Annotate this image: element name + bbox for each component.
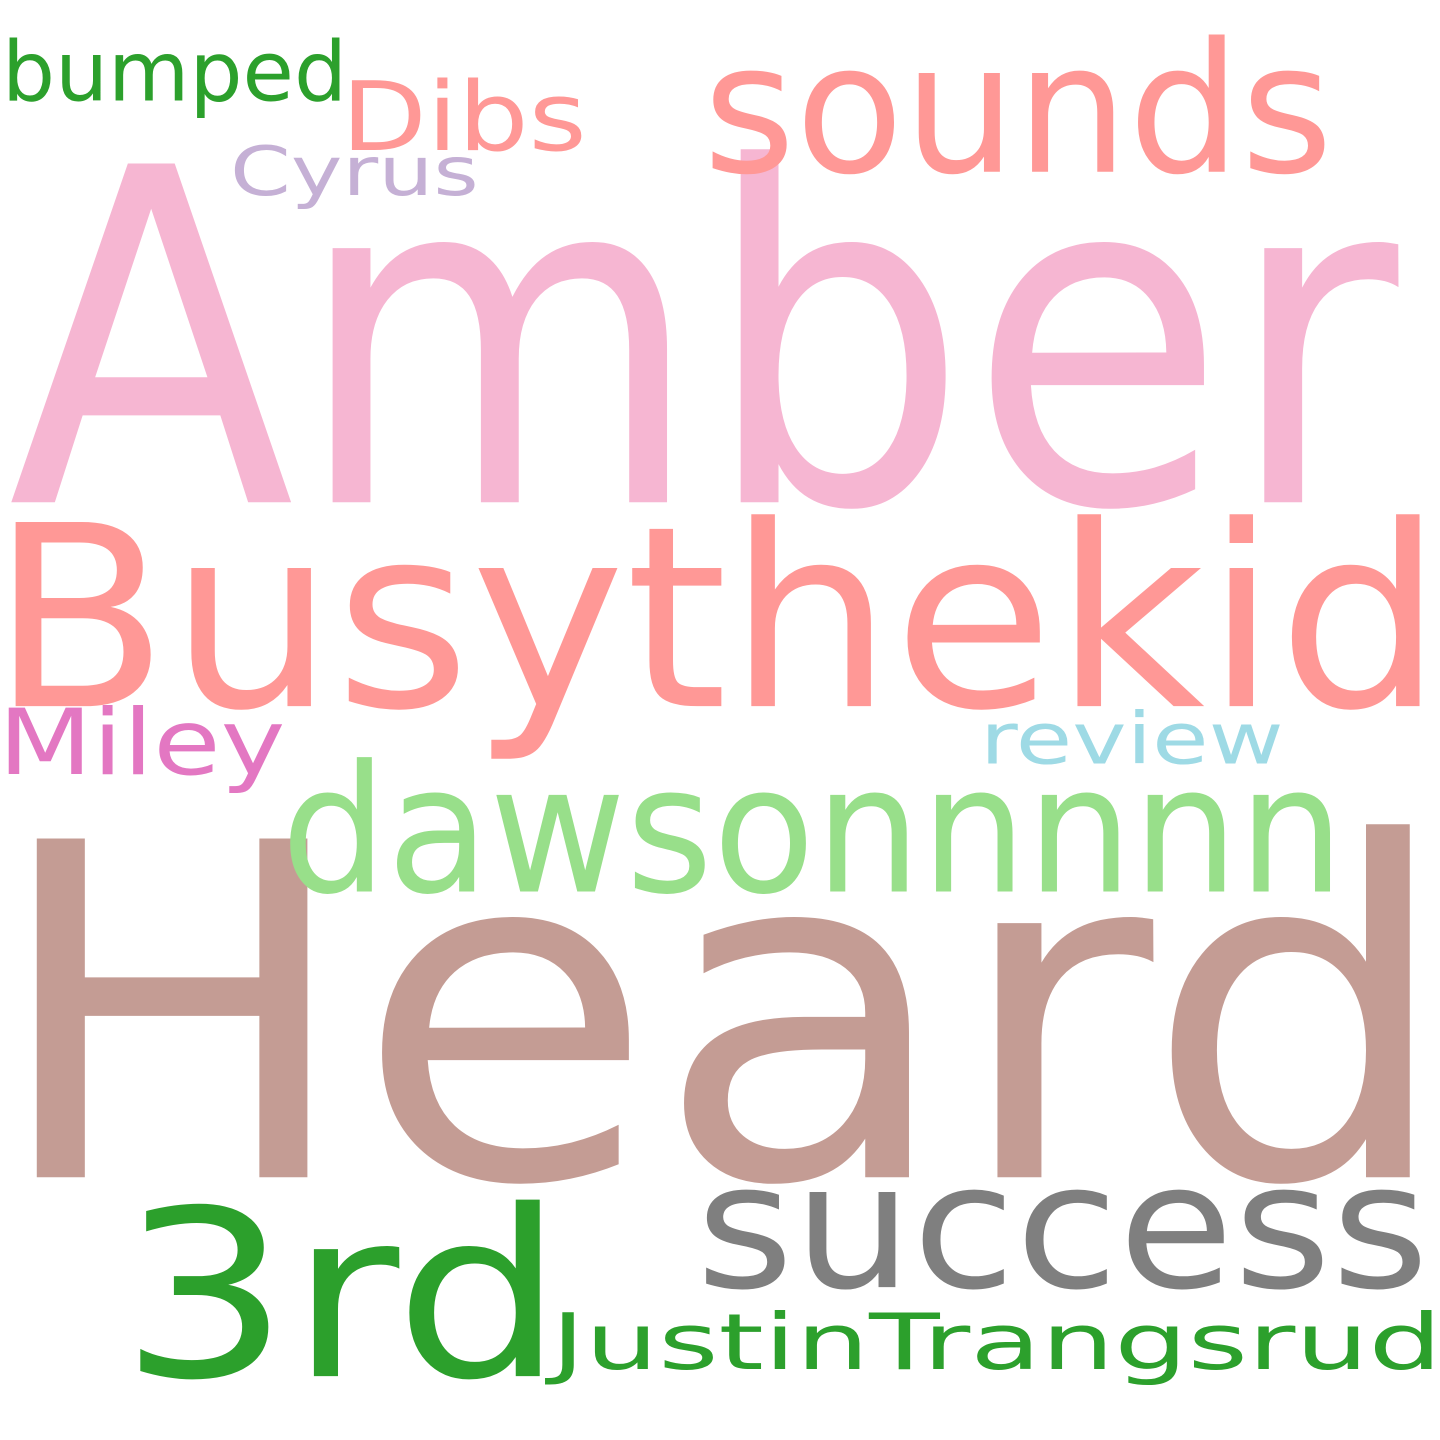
word-success: success bbox=[695, 1126, 1429, 1329]
word-bumped: bumped bbox=[2, 24, 348, 121]
word-busythekid: Busythekid bbox=[0, 472, 1440, 767]
word-amber: Amber bbox=[7, 72, 1399, 614]
word-dibs: Dibs bbox=[341, 61, 588, 174]
word-dawsonnnnn: dawsonnnnn bbox=[280, 728, 1345, 935]
word-cyrus: Cyrus bbox=[230, 132, 480, 212]
word-justintrangsrud: JustinTrangsrud bbox=[551, 1297, 1440, 1388]
word-3rd: 3rd bbox=[119, 1161, 564, 1432]
word-heard: Heard bbox=[0, 747, 1440, 1289]
word-sounds: sounds bbox=[703, 4, 1334, 216]
word-miley: Miley bbox=[0, 689, 285, 796]
word-review: review bbox=[979, 698, 1284, 781]
